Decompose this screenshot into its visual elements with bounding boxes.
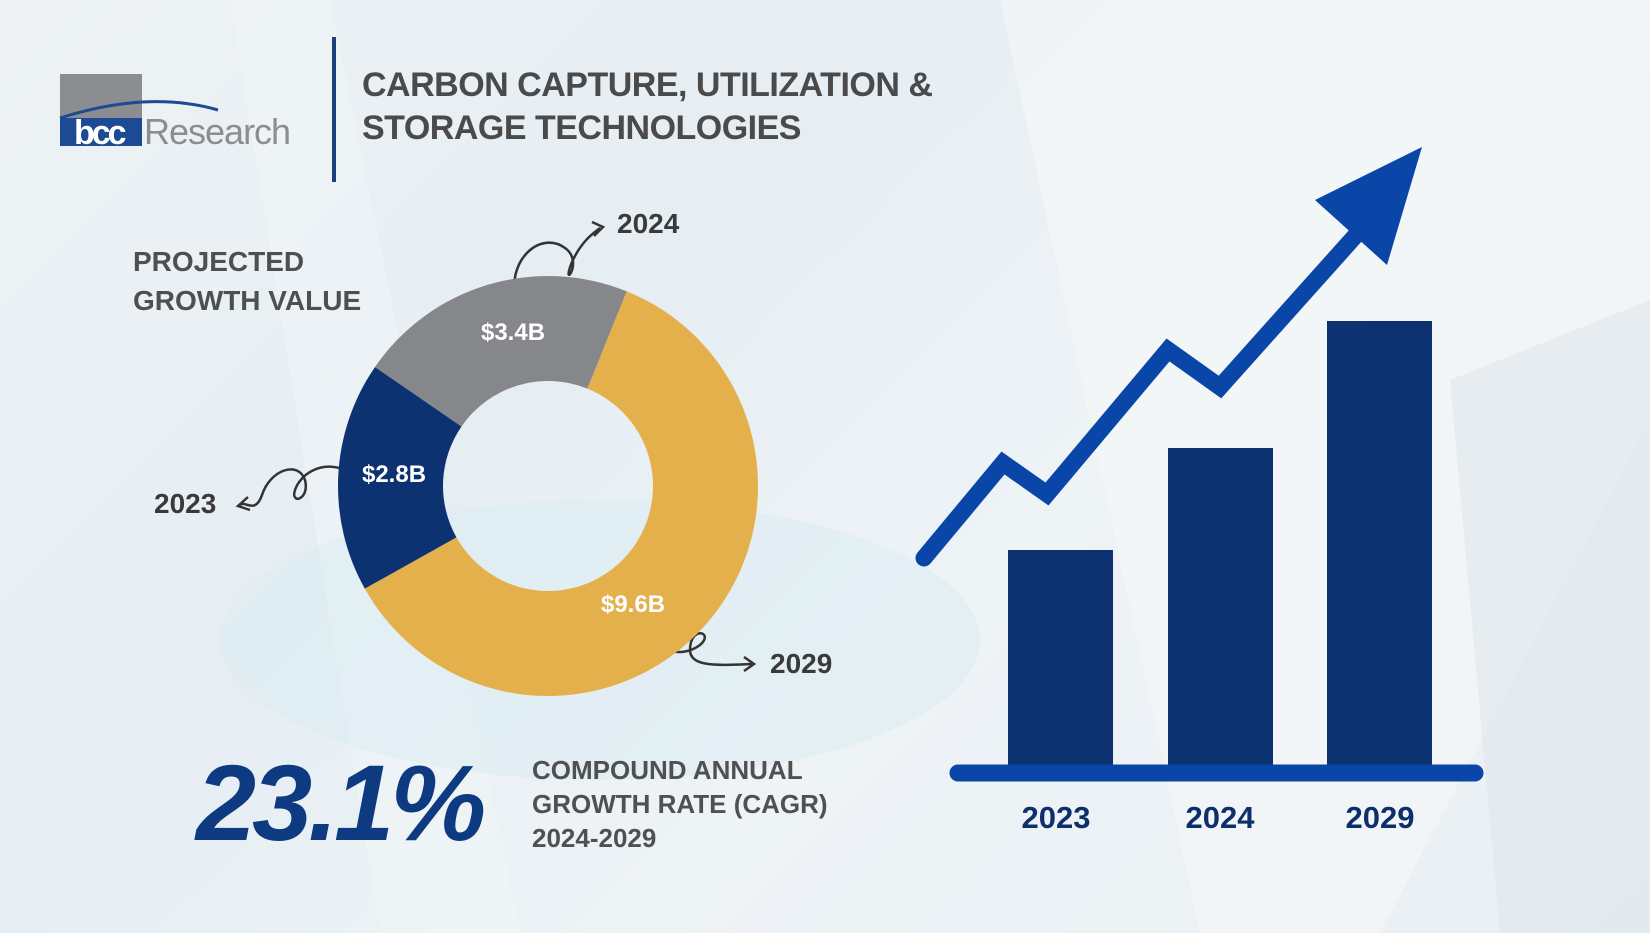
data-label-2023: $2.8B bbox=[361, 461, 427, 488]
label-2024: 2024 bbox=[617, 208, 680, 239]
bar-label-2029: 2029 bbox=[1345, 800, 1415, 835]
bar-2023 bbox=[1008, 550, 1113, 773]
title-line-2: STORAGE TECHNOLOGIES bbox=[362, 109, 801, 147]
svg-text:Research: Research bbox=[144, 111, 290, 152]
pointer-2023 bbox=[239, 465, 346, 507]
section-title-line-2: GROWTH VALUE bbox=[133, 285, 362, 316]
bar-2029 bbox=[1327, 321, 1432, 773]
cagr-value: 23.1% bbox=[196, 742, 486, 863]
bar-label-2023: 2023 bbox=[1021, 800, 1091, 835]
bcc-research-logo: bcc Research bbox=[59, 74, 291, 152]
pointer-2024-arrowhead bbox=[591, 220, 606, 237]
header-divider bbox=[332, 37, 336, 182]
svg-text:bcc: bcc bbox=[74, 114, 126, 152]
section-title: PROJECTED GROWTH VALUE bbox=[133, 242, 361, 320]
trend-arrow-line bbox=[915, 216, 1374, 567]
cagr-line-2: GROWTH RATE (CAGR) bbox=[532, 789, 828, 819]
donut-slice-2029 bbox=[364, 291, 759, 696]
section-title-line-1: PROJECTED bbox=[133, 246, 305, 277]
cagr-line-1: COMPOUND ANNUAL bbox=[532, 755, 803, 785]
cagr-line-3: 2024-2029 bbox=[532, 823, 657, 853]
data-label-2029: $9.6B bbox=[600, 591, 666, 618]
pointer-2023-arrowhead bbox=[235, 496, 251, 512]
label-2029: 2029 bbox=[770, 648, 833, 679]
title-line-1: CARBON CAPTURE, UTILIZATION & bbox=[362, 66, 933, 104]
pointer-2024 bbox=[512, 227, 601, 306]
bar-2024 bbox=[1168, 448, 1273, 773]
label-2023: 2023 bbox=[154, 488, 217, 519]
page-title: CARBON CAPTURE, UTILIZATION & STORAGE TE… bbox=[362, 64, 933, 150]
donut-slice-2023 bbox=[338, 366, 462, 589]
pointer-2029-arrowhead bbox=[743, 655, 757, 673]
donut-slice-2024 bbox=[374, 276, 627, 427]
bar-label-2024: 2024 bbox=[1185, 800, 1255, 835]
data-label-2024: $3.4B bbox=[480, 319, 546, 346]
cagr-description: COMPOUND ANNUAL GROWTH RATE (CAGR) 2024-… bbox=[532, 753, 828, 855]
trend-arrow-head bbox=[1315, 147, 1422, 265]
